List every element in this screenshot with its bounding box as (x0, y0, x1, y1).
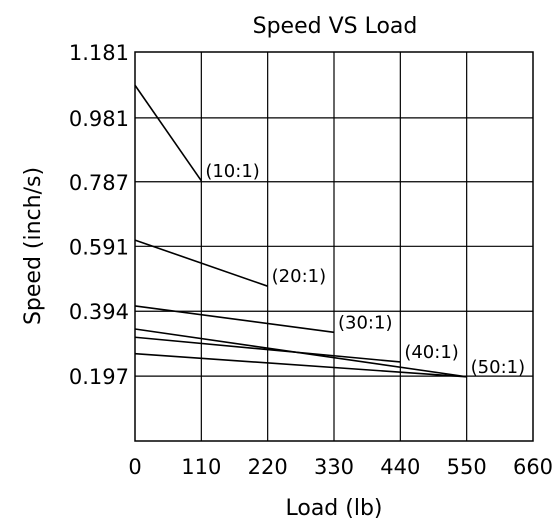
series-label-3: (30:1) (338, 312, 392, 333)
x-axis-label: Load (lb) (285, 496, 382, 521)
x-tick-label: 330 (314, 455, 354, 479)
chart-title: Speed VS Load (253, 14, 418, 39)
x-tick-label: 0 (128, 455, 141, 479)
x-tick-label: 440 (380, 455, 420, 479)
series-line-3 (134, 305, 335, 334)
y-tick-label: 0.591 (69, 235, 129, 259)
y-tick-label: 0.394 (69, 300, 129, 324)
x-axis-ticks: 0 110 220 330 440 550 660 (128, 455, 553, 479)
y-tick-label: 1.181 (69, 41, 129, 65)
y-tick-label: 0.981 (69, 107, 129, 131)
y-tick-label: 0.787 (69, 171, 129, 195)
plot-frame (134, 51, 534, 442)
series-labels: (10:1) (20:1) (30:1) (40:1) (50:1) (205, 161, 525, 378)
grid-lines (135, 52, 533, 441)
series-label-1: (10:1) (205, 161, 259, 182)
series-label-5: (50:1) (471, 357, 525, 378)
series-lines (134, 84, 467, 378)
series-line-2 (134, 239, 268, 287)
series-line-5 (134, 352, 467, 378)
x-tick-label: 550 (447, 455, 487, 479)
x-tick-label: 110 (181, 455, 221, 479)
series-line-4 (134, 336, 401, 363)
x-tick-label: 220 (248, 455, 288, 479)
x-tick-label: 660 (513, 455, 553, 479)
series-line-1 (134, 84, 202, 182)
series-line-6 (134, 328, 467, 378)
series-label-4: (40:1) (404, 342, 458, 363)
y-axis-ticks: 0.197 0.394 0.591 0.787 0.981 1.181 (69, 41, 129, 389)
series-label-2: (20:1) (272, 266, 326, 287)
y-axis-label: Speed (inch/s) (21, 167, 46, 325)
y-tick-label: 0.197 (69, 365, 129, 389)
